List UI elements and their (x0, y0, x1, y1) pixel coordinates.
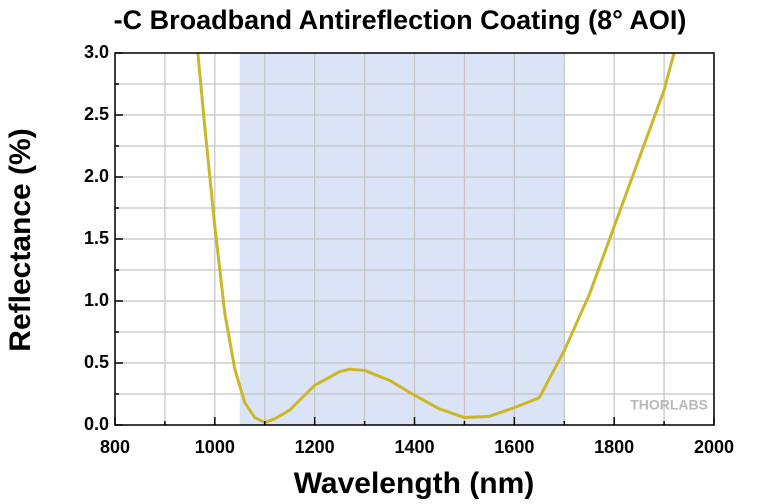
x-tick-label: 2000 (694, 437, 734, 457)
y-tick-label: 2.5 (84, 104, 109, 124)
y-tick-label: 3.0 (84, 42, 109, 62)
x-axis-label: Wavelength (nm) (294, 467, 535, 500)
x-tick-label: 1000 (195, 437, 235, 457)
y-axis-label: Reflectance (%) (4, 128, 37, 351)
x-tick-label: 1600 (494, 437, 534, 457)
y-tick-label: 1.5 (84, 228, 109, 248)
y-tick-label: 0.5 (84, 352, 109, 372)
data-line (196, 52, 676, 425)
y-tick-label: 1.0 (84, 290, 109, 310)
x-tick-label: 1200 (295, 437, 335, 457)
plot-frame (114, 52, 715, 426)
chart-title: -C Broadband Antireflection Coating (8° … (114, 5, 687, 35)
x-tick-label: 1800 (594, 437, 634, 457)
y-tick-label: 2.0 (84, 166, 109, 186)
x-tick-label: 1400 (394, 437, 434, 457)
x-tick-label: 800 (100, 437, 130, 457)
watermark: THORLABS (630, 397, 708, 413)
y-tick-label: 0.0 (84, 414, 109, 434)
